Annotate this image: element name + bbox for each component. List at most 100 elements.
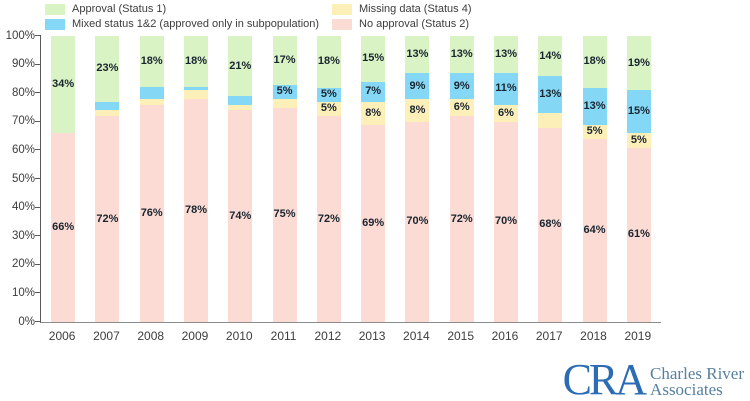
segment-label: 18% (140, 55, 163, 68)
segment-label: 64% (583, 223, 606, 236)
segment-label: 78% (184, 203, 207, 216)
segment-label: 13% (583, 99, 606, 112)
segment-label: 9% (453, 79, 470, 92)
bar-segment-no_approval: 70% (405, 121, 430, 322)
bar-segment-no_approval: 78% (183, 98, 208, 322)
bar-segment-approval: 34% (51, 36, 76, 134)
y-tick (35, 120, 41, 122)
y-tick-label: 40% (11, 200, 35, 213)
bar-2009: 18% 78% (183, 36, 208, 322)
bar-2011: 17% 5% 75% (272, 36, 297, 322)
x-label-2017: 2017 (535, 329, 563, 343)
bar-segment-approval: 23% (95, 36, 120, 102)
segment-label: 13% (406, 48, 429, 61)
segment-label: 18% (317, 55, 340, 68)
bar-segment-no_approval: 70% (493, 121, 518, 322)
logo-company-name: Charles River Associates (650, 362, 744, 398)
segment-label: 15% (362, 52, 385, 65)
x-label-2006: 2006 (48, 329, 76, 343)
bar-segment-missing (538, 113, 563, 128)
bar-2017: 14% 13% 68% (538, 36, 563, 322)
bar-segment-mixed: 15% (626, 90, 651, 134)
segment-label: 72% (317, 212, 340, 225)
segment-label: 7% (365, 85, 382, 98)
segment-label: 13% (450, 48, 473, 61)
bar-2015: 13% 9% 6% 72% (449, 36, 474, 322)
bar-segment-approval: 18% (183, 36, 208, 88)
bar-segment-missing: 5% (316, 101, 341, 117)
segment-label: 72% (450, 212, 473, 225)
bar-segment-missing: 5% (626, 133, 651, 148)
x-label-2010: 2010 (225, 329, 253, 343)
segment-label: 66% (52, 221, 75, 234)
x-label-2018: 2018 (580, 329, 607, 343)
legend-item-mixed: Mixed status 1&2 (approved only in subpo… (45, 18, 319, 30)
legend-item-no_approval: No approval (Status 2) (332, 18, 469, 30)
y-tick (35, 63, 41, 65)
legend-label: Approval (Status 1) (72, 3, 167, 15)
bar-slot-2007: 23% 72% (85, 36, 129, 322)
bar-2019: 19% 15% 5% 61% (626, 36, 651, 322)
bar-2018: 18% 13% 5% 64% (582, 36, 607, 322)
bar-segment-missing: 8% (361, 101, 386, 125)
segment-label: 74% (229, 209, 252, 222)
bar-2006: 34% 66% (51, 36, 76, 322)
bar-segment-no_approval: 75% (272, 107, 297, 322)
bar-segment-approval: 13% (493, 36, 518, 74)
y-tick-label: 10% (11, 286, 35, 299)
bar-segment-mixed: 13% (538, 76, 563, 114)
bar-slot-2011: 17% 5% 75% (262, 36, 306, 322)
bar-segment-no_approval: 64% (582, 138, 607, 322)
x-label-2014: 2014 (403, 329, 430, 343)
y-tick (35, 206, 41, 208)
bar-segment-approval: 14% (538, 36, 563, 77)
legend-swatch-mixed (45, 18, 65, 30)
bar-slot-2008: 18% 76% (130, 36, 174, 322)
bar-slot-2019: 19% 15% 5% 61% (617, 36, 661, 322)
bar-2016: 13% 11% 6% 70% (493, 36, 518, 322)
plot-area: 0% 10% 20% 30% 40% 50% 60% 70% 80% 90% 100% 34% 66% 2… (6, 30, 661, 327)
segment-label: 15% (627, 105, 650, 118)
segment-label: 75% (273, 208, 296, 221)
bar-segment-approval: 17% (272, 36, 297, 85)
y-tick (35, 178, 41, 179)
segment-label: 23% (96, 62, 119, 75)
x-label-2015: 2015 (447, 329, 475, 343)
y-tick (35, 321, 41, 322)
segment-label: 68% (539, 218, 562, 231)
segment-label: 18% (583, 55, 606, 68)
segment-label: 5% (276, 85, 293, 98)
bar-segment-no_approval: 74% (228, 110, 253, 322)
segment-label: 8% (409, 103, 426, 116)
segment-label: 69% (362, 216, 385, 229)
bar-segment-mixed (183, 87, 208, 91)
bar-segment-missing (228, 104, 253, 111)
bar-segment-approval: 15% (361, 36, 386, 82)
legend-swatch-no_approval (332, 18, 352, 30)
segment-label: 5% (630, 133, 647, 146)
y-tick (35, 92, 41, 94)
bar-segment-no_approval: 69% (361, 124, 386, 322)
segment-label: 19% (627, 56, 650, 69)
segment-label: 8% (365, 106, 382, 119)
y-tick-label: 30% (11, 229, 35, 242)
segment-label: 70% (494, 215, 517, 228)
bar-segment-mixed (228, 96, 253, 105)
segment-label: 6% (498, 106, 514, 119)
bar-2010: 21% 74% (228, 36, 253, 322)
segment-label: 5% (320, 88, 337, 101)
segment-label: 72% (96, 212, 119, 225)
bar-segment-mixed: 5% (272, 84, 297, 99)
bar-slot-2017: 14% 13% 68% (528, 36, 572, 322)
segment-label: 5% (586, 125, 603, 138)
y-tick (35, 235, 41, 237)
bar-segment-missing (183, 90, 208, 99)
legend-swatch-missing (332, 3, 352, 15)
x-label-2007: 2007 (93, 329, 120, 343)
segment-label: 18% (184, 55, 207, 68)
y-tick-label: 50% (11, 172, 35, 185)
bar-segment-approval: 18% (582, 36, 607, 88)
bar-segment-no_approval: 72% (316, 116, 341, 322)
x-label-2008: 2008 (137, 329, 165, 343)
